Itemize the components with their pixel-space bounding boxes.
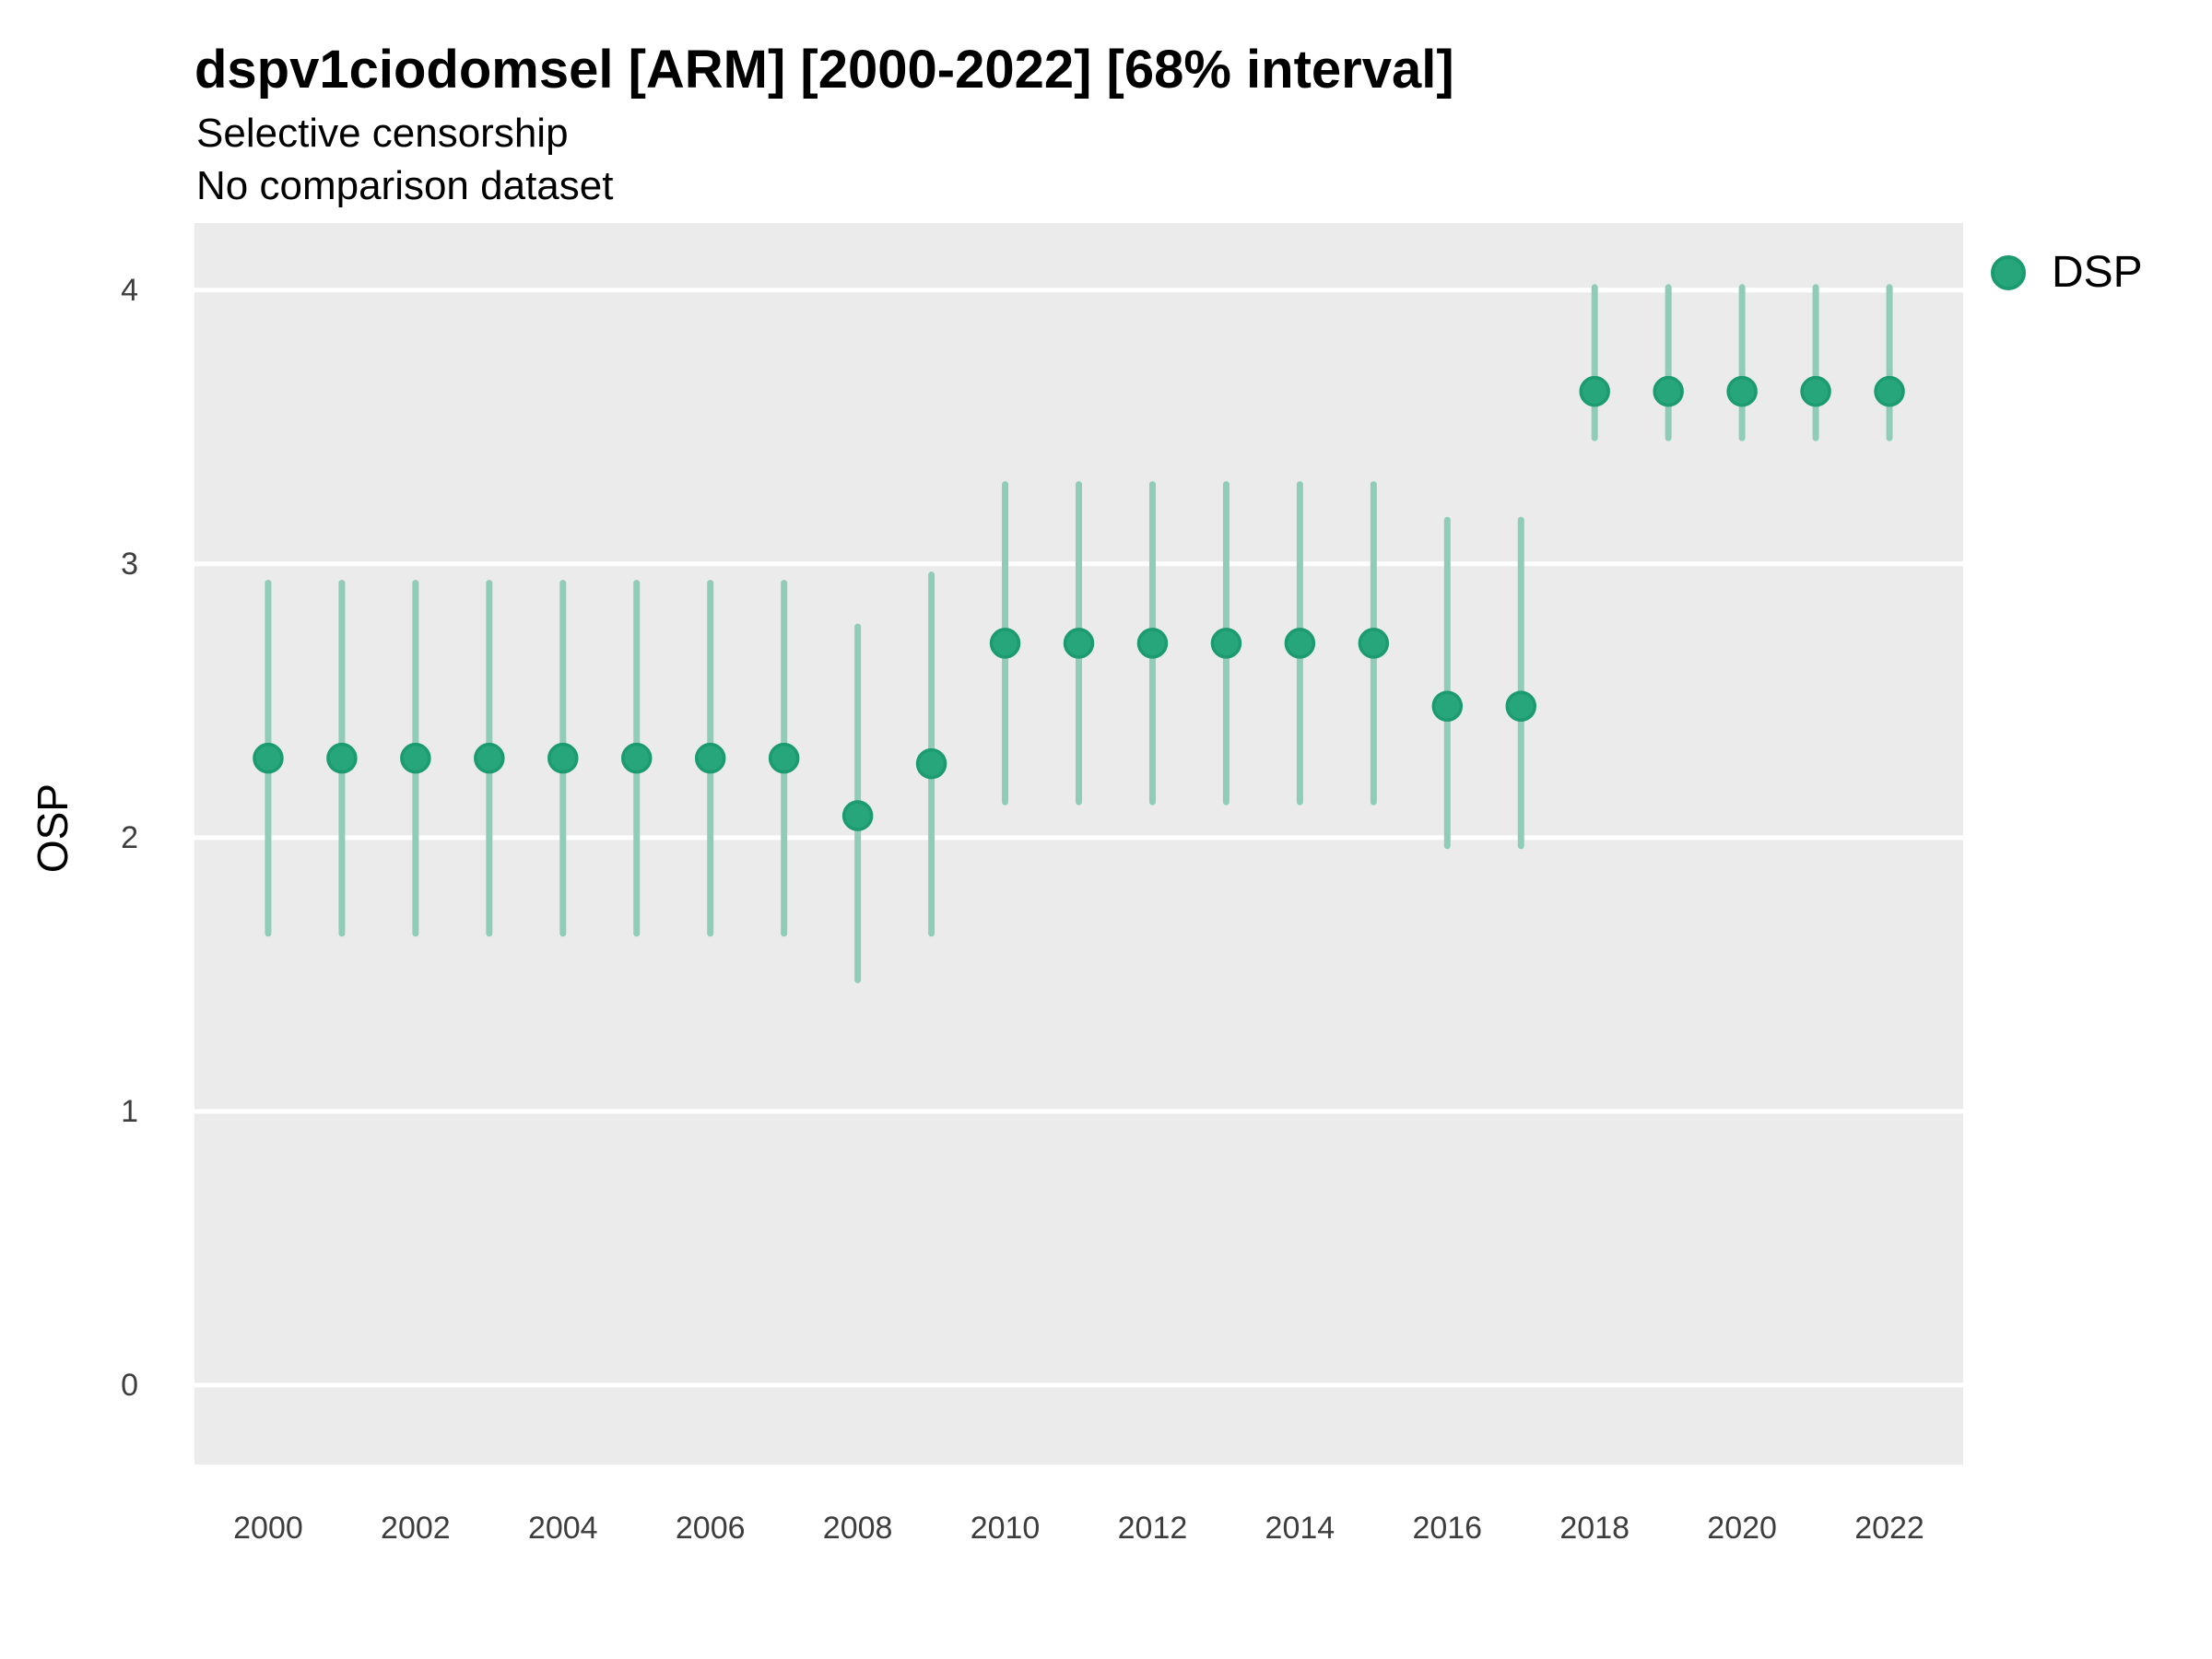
point-2017	[1505, 690, 1536, 722]
x-tick-label-2010: 2010	[970, 1511, 1041, 1546]
x-tick-label-2022: 2022	[1854, 1511, 1924, 1546]
point-2022	[1874, 375, 1905, 407]
x-tick-label-2008: 2008	[822, 1511, 893, 1546]
point-2007	[768, 742, 800, 774]
point-2001	[326, 742, 358, 774]
x-tick-label-2014: 2014	[1265, 1511, 1335, 1546]
legend: DSP	[1991, 251, 2143, 295]
x-tick-label-2004: 2004	[527, 1511, 598, 1546]
point-2011	[1063, 628, 1095, 659]
x-tick-label-2002: 2002	[381, 1511, 451, 1546]
legend-label-dsp: DSP	[2052, 248, 2143, 297]
point-2003	[474, 742, 505, 774]
point-2009	[915, 747, 947, 780]
point-2008	[841, 800, 874, 831]
chart-subtitle-line2: No comparison dataset	[196, 163, 614, 208]
point-2010	[989, 628, 1021, 659]
y-tick-label-1: 1	[121, 1093, 138, 1129]
x-tick-label-2016: 2016	[1412, 1511, 1483, 1546]
x-tick-label-2012: 2012	[1117, 1511, 1188, 1546]
y-tick-label-2: 2	[121, 819, 138, 855]
point-2012	[1136, 628, 1169, 659]
point-2021	[1800, 375, 1831, 407]
chart-title: dspv1ciodomsel [ARM] [2000-2022] [68% in…	[194, 40, 1454, 100]
x-tick-label-2020: 2020	[1707, 1511, 1777, 1546]
point-2005	[621, 742, 653, 774]
plot-panel	[194, 223, 1963, 1465]
plot-svg	[194, 284, 1963, 1388]
point-2019	[1653, 375, 1684, 407]
chart-subtitle-line1: Selective censorship	[196, 111, 569, 156]
point-2000	[253, 742, 284, 774]
y-tick-label-0: 0	[121, 1367, 138, 1403]
point-2016	[1431, 690, 1464, 722]
point-2015	[1358, 628, 1390, 659]
point-2018	[1579, 375, 1610, 407]
point-2006	[694, 742, 726, 774]
x-tick-label-2018: 2018	[1559, 1511, 1630, 1546]
x-tick-label-2006: 2006	[675, 1511, 746, 1546]
legend-key-point-icon	[1991, 255, 2026, 290]
point-2013	[1210, 628, 1242, 659]
y-tick-label-3: 3	[121, 546, 138, 582]
y-tick-label-4: 4	[121, 272, 138, 308]
x-tick-label-2000: 2000	[233, 1511, 303, 1546]
point-2014	[1284, 628, 1316, 659]
point-2002	[400, 742, 431, 774]
point-2020	[1726, 375, 1758, 407]
point-2004	[547, 742, 579, 774]
